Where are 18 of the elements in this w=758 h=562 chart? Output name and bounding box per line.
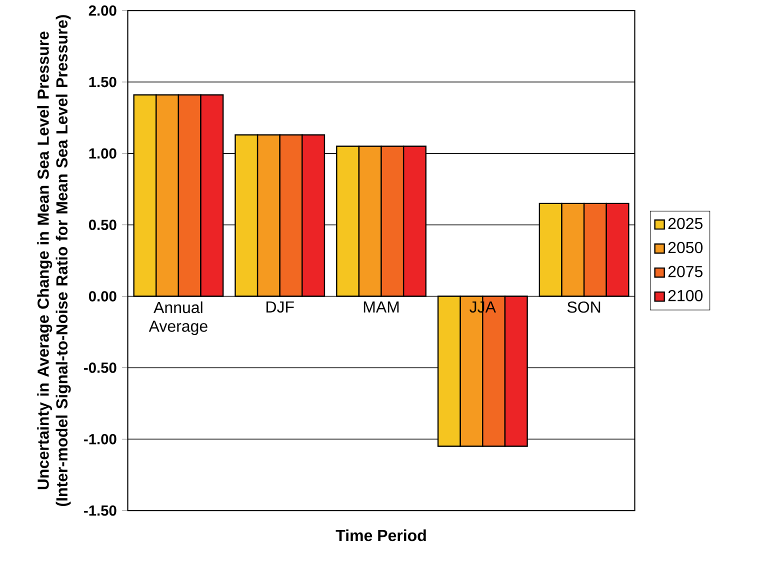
x-tick-label: MAM bbox=[364, 301, 399, 312]
y-tick-label: -1.00 bbox=[84, 434, 116, 444]
legend-label: 2075 bbox=[668, 266, 702, 278]
x-tick-label: Annual Average bbox=[148, 301, 208, 336]
y-tick-label: 1.00 bbox=[89, 148, 116, 159]
y-tick-label: -0.50 bbox=[84, 362, 116, 373]
y-tick-label: 0.50 bbox=[88, 220, 116, 230]
y-tick-label: 2.00 bbox=[88, 5, 116, 16]
legend-label: 2050 bbox=[668, 242, 703, 254]
x-axis-title: Time Period bbox=[336, 529, 426, 542]
y-axis-title: Uncertainty in Average Change in Mean Sea Level Pressure (Inter-model Signal-to-Noise Ratio for Mean Sea Level Pressure) bbox=[37, 15, 71, 506]
legend-label: 2100 bbox=[668, 290, 703, 302]
y-tick-label: -1.50 bbox=[84, 505, 116, 516]
y-tick-label: 0.00 bbox=[88, 291, 116, 302]
x-tick-label: DJF bbox=[266, 301, 294, 313]
x-tick-label: SON bbox=[567, 301, 600, 313]
legend-label: 2025 bbox=[668, 218, 702, 230]
y-tick-label: 1.50 bbox=[89, 76, 116, 88]
